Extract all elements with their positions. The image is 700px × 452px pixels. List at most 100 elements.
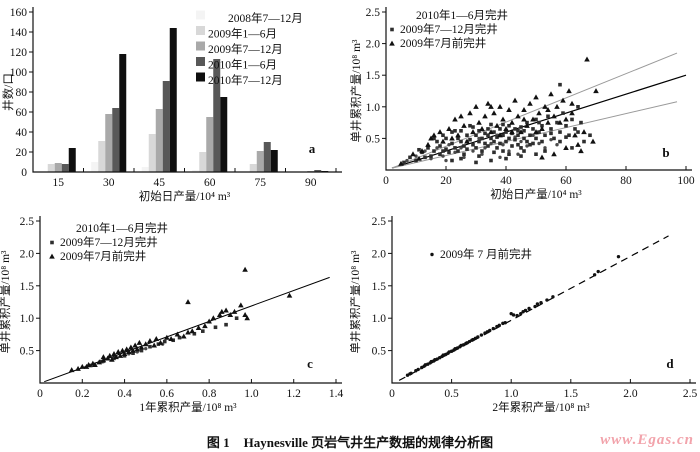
svg-text:100: 100 <box>10 67 28 79</box>
svg-text:2008年7—12月: 2008年7—12月 <box>228 11 303 25</box>
svg-text:0.5: 0.5 <box>20 346 35 358</box>
svg-text:2009年 7 月前完井: 2009年 7 月前完井 <box>440 247 532 261</box>
svg-text:1.0: 1.0 <box>244 388 259 400</box>
svg-text:100: 100 <box>677 175 695 187</box>
svg-text:2009年7—12月完井: 2009年7—12月完井 <box>400 22 498 36</box>
svg-text:单井累积产量/10⁸ m³: 单井累积产量/10⁸ m³ <box>350 250 362 354</box>
svg-text:0.5: 0.5 <box>372 346 387 358</box>
svg-text:初始日产量/10⁴ m³: 初始日产量/10⁴ m³ <box>139 189 231 203</box>
axes: 0 0.2 0.4 0.6 0.8 1.0 1.2 1.4 0.5 1.0 1.5 2.0 2.5 <box>20 216 344 400</box>
axis-titles: 1年累积产量/10⁸ m³ 单井累积产量/10⁸ m³ c <box>0 250 313 414</box>
svg-text:20: 20 <box>16 147 28 159</box>
axes: 0 20 40 60 80 100 0.5 1.0 1.5 2.0 2.5 <box>366 7 695 187</box>
figure-number: 图 1 <box>206 435 230 450</box>
svg-text:0: 0 <box>389 388 395 400</box>
svg-text:1.5: 1.5 <box>372 281 387 293</box>
svg-text:120: 120 <box>10 47 28 59</box>
svg-text:1.0: 1.0 <box>20 313 35 325</box>
axis-titles: 初始日产量/10⁴ m³ 单井累积产量/10⁸ m³ b <box>350 39 670 201</box>
svg-text:75: 75 <box>255 177 267 189</box>
svg-text:2009年1—6月: 2009年1—6月 <box>208 27 277 41</box>
svg-text:80: 80 <box>16 87 28 99</box>
svg-text:2.5: 2.5 <box>683 388 698 400</box>
axis-titles: 初始日产量/10⁴ m³ 井数/口 a <box>1 73 316 203</box>
axes: 0 0.5 1.0 1.5 2.0 2.5 0.5 1.0 1.5 2.0 2.5 <box>372 216 698 400</box>
svg-text:30: 30 <box>103 177 115 189</box>
svg-text:0: 0 <box>383 175 389 187</box>
svg-text:2010年1—6月完井: 2010年1—6月完井 <box>416 8 508 22</box>
svg-text:1.0: 1.0 <box>372 313 387 325</box>
data-series <box>398 56 599 166</box>
chart-a-well-count-histogram: 15 30 45 60 75 90 0 20 40 60 80 100 120 140 160 2008年7—… <box>1 7 342 203</box>
svg-text:160: 160 <box>10 7 28 19</box>
svg-text:0.2: 0.2 <box>75 388 90 400</box>
svg-text:2010年7—12月: 2010年7—12月 <box>208 73 283 87</box>
chart-d-cumulative-vs-2yr-scatter: 0 0.5 1.0 1.5 2.0 2.5 0.5 1.0 1.5 2.0 2.5 2009年 7 月… <box>350 216 698 414</box>
svg-text:15: 15 <box>53 177 65 189</box>
svg-text:140: 140 <box>10 27 28 39</box>
svg-text:a: a <box>309 141 316 156</box>
svg-text:60: 60 <box>16 107 28 119</box>
caption-row: 图 1 Haynesville 页岩气井生产数据的规律分析图 www.Egas.c… <box>0 426 700 452</box>
svg-text:0.5: 0.5 <box>366 133 381 145</box>
svg-text:1.4: 1.4 <box>329 388 344 400</box>
svg-text:0.8: 0.8 <box>202 388 217 400</box>
svg-text:2年累积产量/10⁸ m³: 2年累积产量/10⁸ m³ <box>492 400 590 414</box>
svg-text:1.2: 1.2 <box>287 388 302 400</box>
svg-text:1年累积产量/10⁸ m³: 1年累积产量/10⁸ m³ <box>139 400 237 414</box>
svg-text:d: d <box>666 356 674 371</box>
svg-text:2.5: 2.5 <box>366 7 381 19</box>
svg-text:2.0: 2.0 <box>623 388 638 400</box>
data-series <box>405 254 621 377</box>
svg-text:80: 80 <box>620 175 632 187</box>
svg-text:0: 0 <box>37 388 43 400</box>
svg-text:0: 0 <box>21 167 27 179</box>
svg-text:60: 60 <box>204 177 216 189</box>
svg-text:c: c <box>307 356 313 371</box>
svg-text:井数/口: 井数/口 <box>1 73 15 111</box>
svg-text:b: b <box>662 145 669 160</box>
figure-title: Haynesville 页岩气井生产数据的规律分析图 <box>243 435 494 450</box>
svg-text:2009年7月前完井: 2009年7月前完井 <box>400 36 486 50</box>
figure-caption: 图 1 Haynesville 页岩气井生产数据的规律分析图 <box>207 426 493 451</box>
svg-text:20: 20 <box>440 175 452 187</box>
svg-text:90: 90 <box>305 177 317 189</box>
svg-text:2.5: 2.5 <box>372 216 387 228</box>
svg-text:0.6: 0.6 <box>160 388 175 400</box>
data-series <box>68 266 293 373</box>
svg-text:2.0: 2.0 <box>366 39 381 51</box>
svg-text:1.0: 1.0 <box>366 102 381 114</box>
svg-text:2.0: 2.0 <box>372 248 387 260</box>
chart-legend: 2009年 7 月前完井 <box>430 247 532 261</box>
watermark-egas: www.Egas.cn <box>600 432 694 448</box>
svg-text:2009年7—12月: 2009年7—12月 <box>208 42 283 56</box>
svg-text:2.5: 2.5 <box>20 216 35 228</box>
axes: 15 30 45 60 75 90 0 20 40 60 80 100 120 140 160 <box>10 7 342 189</box>
svg-text:2009年7月前完井: 2009年7月前完井 <box>60 249 146 263</box>
svg-text:初始日产量/10⁴ m³: 初始日产量/10⁴ m³ <box>490 187 582 201</box>
svg-text:40: 40 <box>500 175 512 187</box>
svg-text:2009年7—12月完井: 2009年7—12月完井 <box>60 235 158 249</box>
svg-text:2.0: 2.0 <box>20 248 35 260</box>
data-series <box>47 28 329 172</box>
svg-text:45: 45 <box>154 177 166 189</box>
svg-text:1.5: 1.5 <box>20 281 35 293</box>
svg-text:0.5: 0.5 <box>444 388 459 400</box>
svg-text:0.4: 0.4 <box>117 388 132 400</box>
svg-text:1.5: 1.5 <box>564 388 579 400</box>
axis-titles: 2年累积产量/10⁸ m³ 单井累积产量/10⁸ m³ d <box>350 250 674 414</box>
svg-text:单井累积产量/10⁸ m³: 单井累积产量/10⁸ m³ <box>350 39 363 143</box>
svg-text:单井累积产量/10⁸ m³: 单井累积产量/10⁸ m³ <box>0 250 12 354</box>
svg-text:40: 40 <box>16 127 28 139</box>
svg-text:2010年1—6月: 2010年1—6月 <box>208 58 277 72</box>
svg-text:1.5: 1.5 <box>366 70 381 82</box>
svg-text:60: 60 <box>560 175 572 187</box>
svg-text:2010年1—6月完井: 2010年1—6月完井 <box>76 221 168 235</box>
chart-c-cumulative-vs-1yr-scatter: 0 0.2 0.4 0.6 0.8 1.0 1.2 1.4 0.5 1.0 1.5 2.0 2.5 201… <box>0 216 344 414</box>
svg-text:1.0: 1.0 <box>504 388 519 400</box>
